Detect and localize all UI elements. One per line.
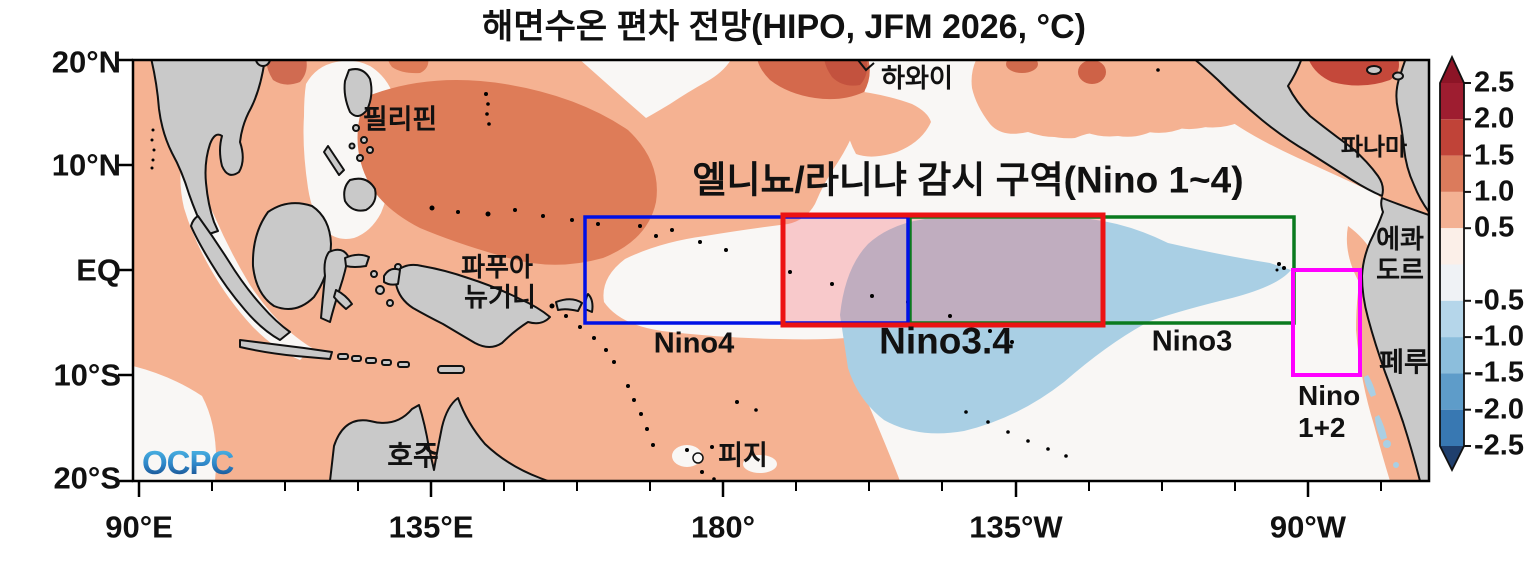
place-philippines: 필리핀: [362, 104, 438, 135]
cbar-1p0: 1.0: [1474, 175, 1515, 208]
x-tick-135w: 135°W: [969, 509, 1063, 545]
land-palawan: [323, 145, 345, 176]
nino34-label: Nino3.4: [879, 320, 1013, 362]
y-axis-ticks: [118, 58, 133, 483]
place-australia: 호주: [387, 440, 439, 471]
cbar-0p5: 0.5: [1474, 211, 1515, 244]
colorbar-arrow-bottom: [1440, 446, 1464, 470]
cbar-m2p5: -2.5: [1474, 429, 1524, 462]
place-papua-line2: 뉴기니: [464, 282, 536, 312]
warm-patch-north-central-core: [824, 60, 868, 86]
land-sumatra: [190, 215, 291, 341]
colorbar: [1439, 54, 1471, 473]
land-mindanao: [343, 177, 377, 212]
y-tick-10s: 10°S: [53, 357, 121, 393]
nino4-box: [583, 215, 910, 325]
warm-band-north: [971, 60, 1280, 137]
place-panama: 파나마: [1340, 134, 1408, 161]
page-title: 해면수온 편차 전망(HIPO, JFM 2026, °C): [482, 8, 1086, 46]
colorbar-arrow-top: [1440, 57, 1464, 83]
place-papua-line1: 파푸아: [461, 252, 533, 282]
nino3-label: Nino3: [1151, 325, 1233, 358]
colorbar-ticks: [1464, 82, 1471, 447]
land-australia: [329, 397, 549, 481]
cbar-m1p5: -1.5: [1474, 356, 1524, 389]
cbar-2p0: 2.0: [1474, 102, 1515, 135]
y-tick-20n: 20°N: [51, 44, 121, 80]
nino4-label: Nino4: [653, 327, 735, 360]
place-hawaii: 하와이: [881, 63, 953, 93]
land-luzon: [343, 68, 373, 117]
place-ecuador-line1: 에콰: [1376, 224, 1424, 254]
cbar-2p5: 2.5: [1474, 66, 1515, 99]
x-tick-135e: 135°E: [388, 509, 474, 545]
land-new-britain: [555, 298, 583, 312]
place-fiji: 피지: [718, 440, 768, 471]
x-tick-90e: 90°E: [105, 509, 173, 545]
land-borneo: [251, 202, 332, 310]
warm-northeast-corner: [1288, 60, 1429, 146]
neutral-region-southwest: [133, 366, 217, 481]
cbar-m0p5: -0.5: [1474, 284, 1524, 317]
nino12-label-line1: Nino: [1298, 380, 1361, 411]
cbar-1p5: 1.5: [1474, 139, 1515, 172]
landmasses: [150, 60, 1429, 481]
warm-spot-north-2: [1078, 60, 1106, 84]
cold-sliver-peru-2: [1375, 415, 1387, 440]
warm-patch-vietnam: [266, 60, 307, 85]
warm-spot-north-1: [1006, 60, 1038, 73]
land-island-caribbean: [1366, 65, 1382, 75]
fiji-circle-marker: [692, 452, 704, 464]
anomaly-field: [133, 60, 1429, 481]
land-south-america: [1361, 197, 1429, 481]
warm-pool-west-pacific: [357, 80, 657, 265]
nino-boxes: [583, 212, 1362, 377]
land-hainan: [255, 60, 271, 67]
nino12-box: [1291, 268, 1362, 377]
cold-dot-2: [1393, 462, 1399, 468]
x-axis-minor-ticks: [211, 481, 1382, 491]
cold-dot-1: [1383, 440, 1391, 448]
neutral-spot-fiji-2: [743, 455, 777, 473]
cbar-m1p0: -1.0: [1474, 320, 1524, 353]
cold-sliver-peru-1: [1364, 375, 1376, 397]
x-tick-90w: 90°W: [1269, 509, 1347, 545]
land-new-guinea: [395, 263, 551, 348]
warm-patch-top-small: [388, 60, 429, 74]
y-tick-10n: 10°N: [51, 147, 121, 183]
nino-watch-area-caption: 엘니뇨/라니냐 감시 구역(Nino 1~4): [692, 159, 1244, 201]
hawaii-islands-mark: [857, 60, 875, 72]
cbar-m2p0: -2.0: [1474, 393, 1524, 426]
ocpc-logo: OCPC: [142, 444, 234, 481]
land-sulawesi: [320, 248, 349, 323]
y-tick-20s: 20°S: [53, 460, 121, 496]
nino34-box: [780, 212, 1106, 328]
warm-tongue-hawaii: [845, 90, 931, 157]
y-tick-eq: EQ: [76, 252, 121, 288]
x-tick-180: 180°: [690, 509, 756, 545]
neutral-region-top-wedge: [580, 60, 731, 118]
nino34-shading: [785, 217, 1101, 323]
land-mexico-central-america: [1193, 60, 1384, 197]
land-java: [239, 339, 333, 360]
x-axis-major-ticks: [137, 481, 1310, 497]
place-ecuador-line2: 도르: [1376, 255, 1424, 285]
land-southeast-asia: [150, 60, 266, 236]
nino12-label-line2: 1+2: [1298, 412, 1346, 443]
place-peru: 페루: [1379, 347, 1429, 378]
